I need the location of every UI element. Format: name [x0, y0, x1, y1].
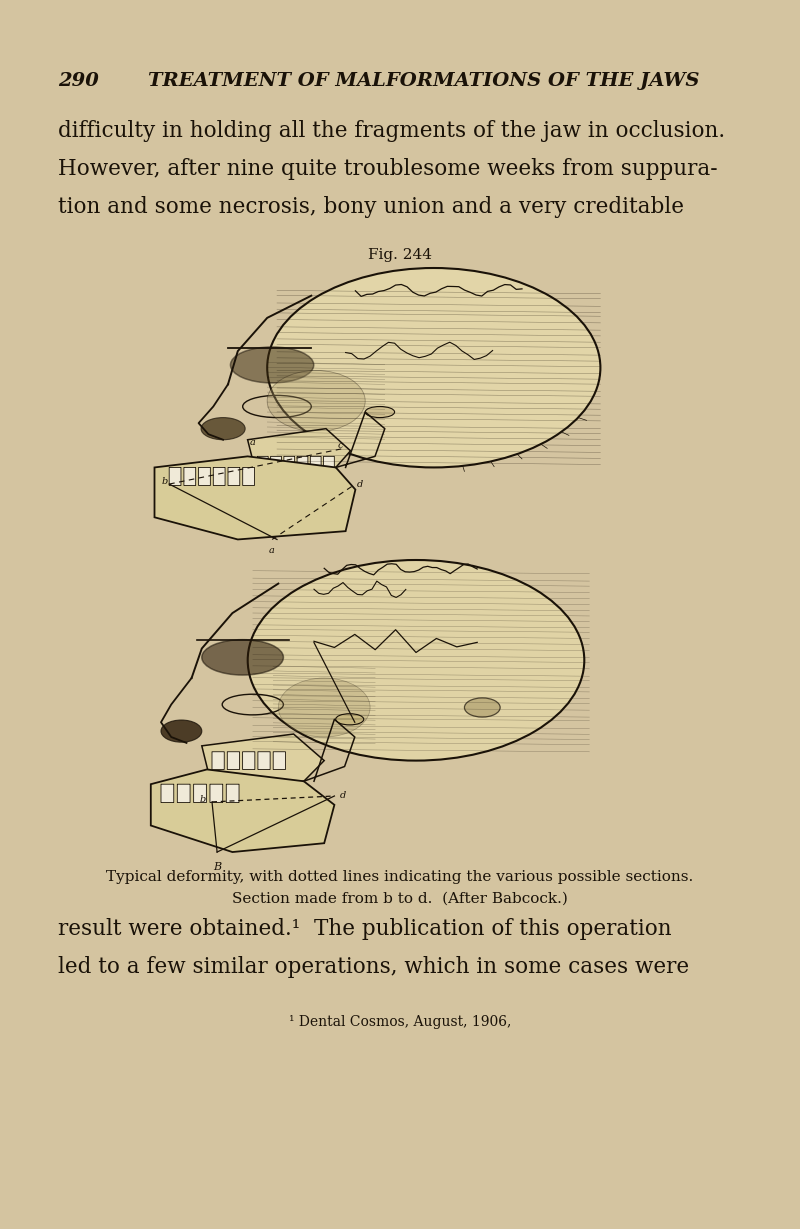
- Ellipse shape: [230, 347, 314, 383]
- FancyBboxPatch shape: [258, 456, 268, 476]
- Ellipse shape: [267, 370, 365, 431]
- FancyBboxPatch shape: [226, 784, 239, 803]
- FancyBboxPatch shape: [184, 467, 196, 485]
- Text: result were obtained.¹  The publication of this operation: result were obtained.¹ The publication o…: [58, 918, 672, 940]
- Text: 290: 290: [58, 73, 99, 90]
- FancyBboxPatch shape: [214, 467, 225, 485]
- FancyBboxPatch shape: [212, 752, 224, 769]
- Text: d: d: [357, 479, 363, 489]
- Text: b: b: [200, 795, 206, 805]
- Ellipse shape: [336, 714, 364, 725]
- Polygon shape: [151, 769, 334, 852]
- Text: tion and some necrosis, bony union and a very creditable: tion and some necrosis, bony union and a…: [58, 195, 684, 218]
- FancyBboxPatch shape: [310, 456, 321, 476]
- Text: However, after nine quite troublesome weeks from suppura-: However, after nine quite troublesome we…: [58, 159, 718, 179]
- Text: b: b: [161, 477, 167, 485]
- FancyBboxPatch shape: [270, 456, 282, 476]
- Ellipse shape: [202, 639, 283, 675]
- Text: TREATMENT OF MALFORMATIONS OF THE JAWS: TREATMENT OF MALFORMATIONS OF THE JAWS: [148, 73, 699, 90]
- Polygon shape: [202, 734, 324, 787]
- Text: a: a: [269, 546, 275, 556]
- Text: ¹ Dental Cosmos, August, 1906,: ¹ Dental Cosmos, August, 1906,: [289, 1015, 511, 1029]
- Polygon shape: [248, 429, 350, 478]
- Text: d: d: [339, 791, 346, 800]
- Ellipse shape: [465, 698, 500, 717]
- Text: Typical deformity, with dotted lines indicating the various possible sections.: Typical deformity, with dotted lines ind…: [106, 870, 694, 884]
- FancyBboxPatch shape: [273, 752, 286, 769]
- FancyBboxPatch shape: [242, 467, 254, 485]
- Text: difficulty in holding all the fragments of the jaw in occlusion.: difficulty in holding all the fragments …: [58, 120, 725, 143]
- FancyBboxPatch shape: [169, 467, 181, 485]
- FancyBboxPatch shape: [194, 784, 206, 803]
- FancyBboxPatch shape: [178, 784, 190, 803]
- FancyBboxPatch shape: [228, 467, 240, 485]
- Ellipse shape: [248, 560, 584, 761]
- FancyBboxPatch shape: [323, 456, 334, 476]
- Text: a: a: [250, 438, 255, 447]
- FancyBboxPatch shape: [258, 752, 270, 769]
- FancyBboxPatch shape: [284, 456, 294, 476]
- Text: B: B: [213, 862, 221, 873]
- Text: Section made from b to d.  (After Babcock.): Section made from b to d. (After Babcock…: [232, 892, 568, 906]
- FancyBboxPatch shape: [161, 784, 174, 803]
- FancyBboxPatch shape: [198, 467, 210, 485]
- Ellipse shape: [365, 407, 394, 418]
- Ellipse shape: [278, 678, 370, 737]
- Text: led to a few similar operations, which in some cases were: led to a few similar operations, which i…: [58, 956, 689, 978]
- FancyBboxPatch shape: [227, 752, 239, 769]
- Ellipse shape: [161, 720, 202, 742]
- FancyBboxPatch shape: [242, 752, 255, 769]
- Ellipse shape: [201, 418, 245, 440]
- FancyBboxPatch shape: [210, 784, 222, 803]
- Polygon shape: [154, 456, 355, 540]
- FancyBboxPatch shape: [297, 456, 308, 476]
- Text: Fig. 244: Fig. 244: [368, 248, 432, 262]
- Text: c: c: [338, 441, 343, 450]
- Ellipse shape: [267, 268, 601, 467]
